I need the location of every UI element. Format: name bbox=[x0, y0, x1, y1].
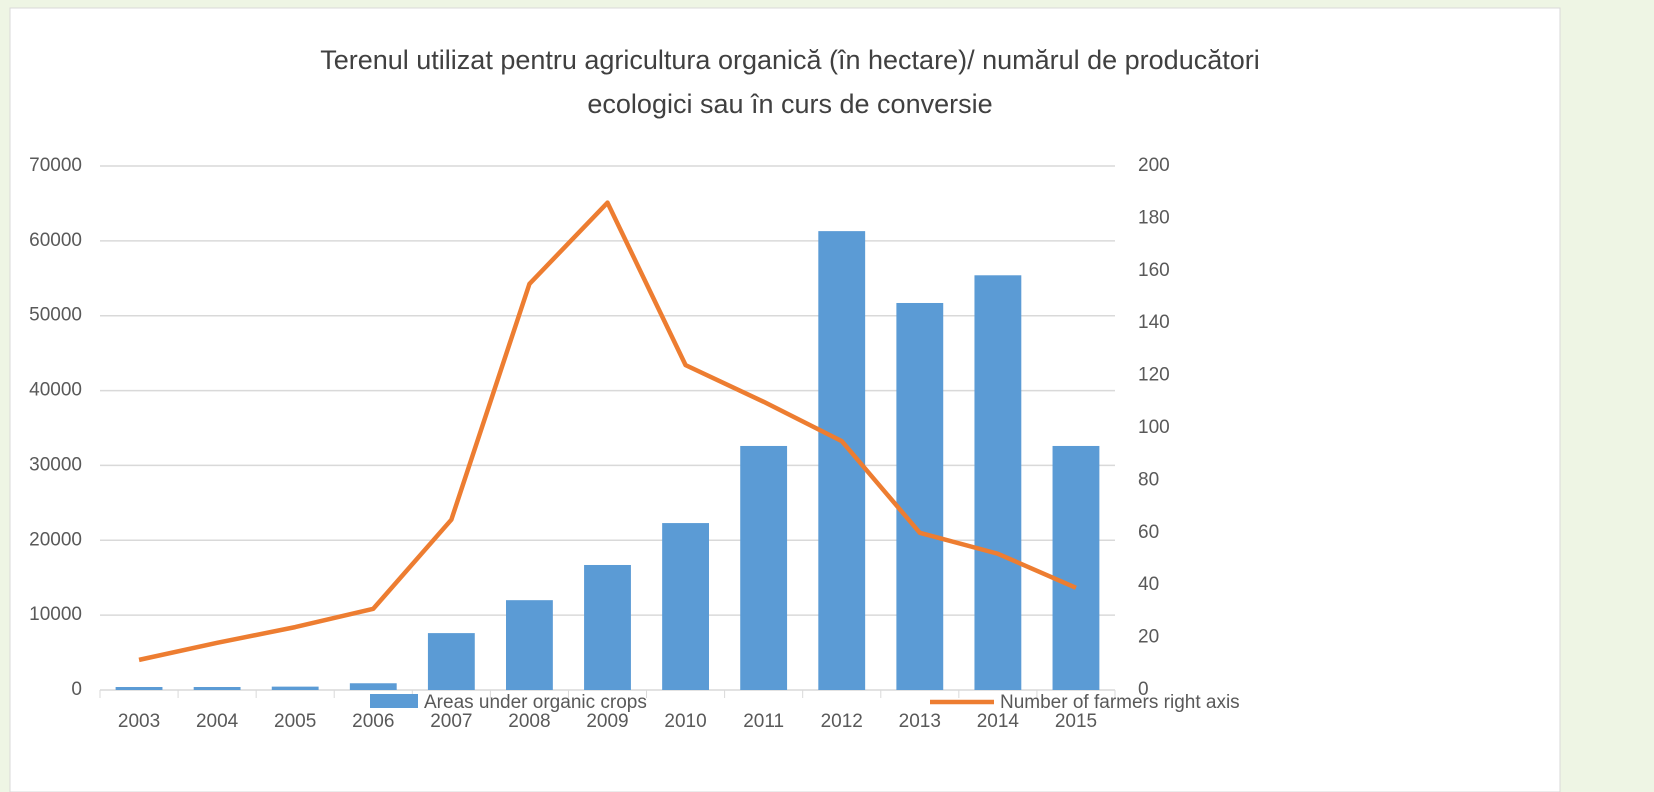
line bbox=[138, 200, 1077, 663]
y-tick-label: 30000 bbox=[29, 454, 82, 475]
y2-tick-label: 80 bbox=[1138, 469, 1159, 490]
x-tick-label: 2011 bbox=[743, 711, 784, 732]
legend-label: Areas under organic crops bbox=[424, 692, 647, 713]
legend-swatch bbox=[370, 694, 418, 708]
x-tick-label: 2006 bbox=[352, 711, 394, 732]
y2-tick-label: 60 bbox=[1138, 522, 1159, 543]
y2-tick-label: 140 bbox=[1138, 312, 1170, 333]
x-tick-label: 2013 bbox=[899, 711, 941, 732]
x-tick-label: 2004 bbox=[196, 711, 239, 732]
x-tick-label: 2009 bbox=[586, 711, 628, 732]
bar bbox=[584, 564, 631, 690]
x-tick-label: 2010 bbox=[664, 711, 706, 732]
bar bbox=[506, 600, 553, 690]
bar bbox=[427, 633, 475, 690]
y2-tick-label: 120 bbox=[1138, 365, 1170, 386]
bar bbox=[740, 445, 788, 690]
y2-tick-label: 100 bbox=[1138, 417, 1170, 438]
x-tick-label: 2005 bbox=[274, 711, 316, 732]
y-tick-label: 50000 bbox=[29, 305, 82, 326]
x-tick-label: 2007 bbox=[430, 711, 472, 732]
bar bbox=[271, 686, 319, 690]
x-tick-label: 2008 bbox=[508, 711, 550, 732]
chart-title: ecologici sau în curs de conversie bbox=[587, 89, 992, 119]
y-tick-label: 60000 bbox=[29, 230, 82, 251]
y-tick-label: 0 bbox=[71, 679, 82, 700]
y2-tick-label: 200 bbox=[1138, 155, 1170, 176]
bar bbox=[349, 683, 397, 690]
x-tick-label: 2015 bbox=[1055, 711, 1097, 732]
legend-label: Number of farmers right axis bbox=[1000, 692, 1240, 713]
y2-tick-label: 0 bbox=[1138, 679, 1149, 700]
y-tick-label: 20000 bbox=[29, 529, 82, 550]
bar bbox=[1052, 445, 1100, 690]
x-tick-label: 2012 bbox=[821, 711, 863, 732]
y-tick-label: 10000 bbox=[29, 604, 82, 625]
bar bbox=[896, 302, 944, 690]
y-tick-label: 40000 bbox=[29, 380, 82, 401]
x-tick-label: 2003 bbox=[118, 711, 160, 732]
y2-tick-label: 180 bbox=[1138, 207, 1170, 228]
chart-title: Terenul utilizat pentru agricultura orga… bbox=[320, 45, 1260, 75]
x-tick-label: 2014 bbox=[977, 711, 1020, 732]
bar bbox=[662, 523, 709, 690]
y2-tick-label: 160 bbox=[1138, 260, 1170, 281]
bar bbox=[193, 687, 241, 690]
y2-tick-label: 20 bbox=[1138, 627, 1159, 648]
bar bbox=[974, 275, 1022, 690]
y-tick-label: 70000 bbox=[29, 155, 82, 176]
y2-tick-label: 40 bbox=[1138, 574, 1159, 595]
bar bbox=[115, 687, 163, 690]
